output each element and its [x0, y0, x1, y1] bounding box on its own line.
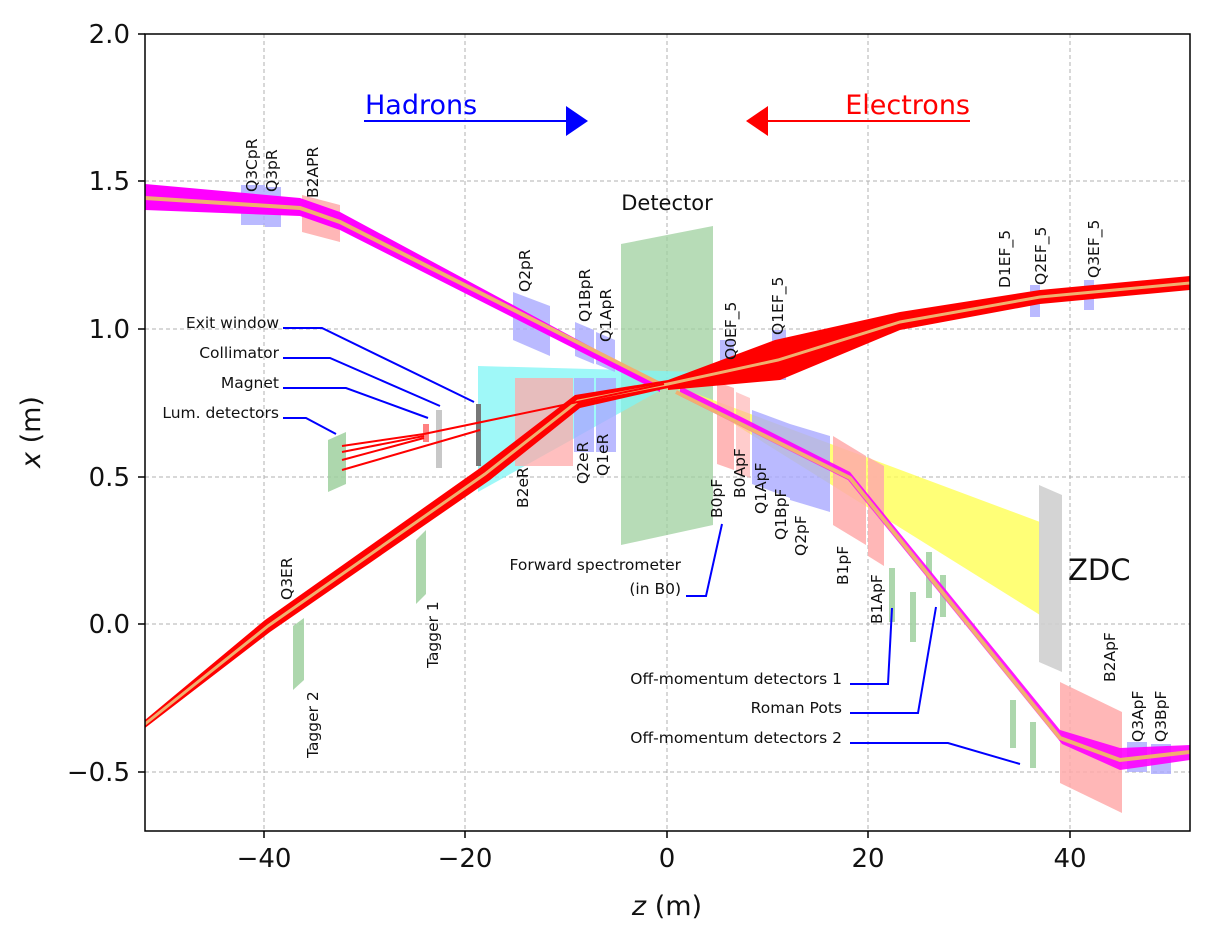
element-labels: Q3CpR Q3pR B2APR Q2pR Q1BpR Q1ApR Q0EF_5… [243, 138, 1170, 759]
element-label-q3ef5: Q3EF_5 [1085, 220, 1104, 278]
x-tick-label: −40 [237, 844, 292, 874]
detector-label: Detector [621, 191, 713, 215]
x-tick-label: 0 [659, 844, 676, 874]
element-label-q2ef5: Q2EF_5 [1032, 227, 1051, 285]
element-label-b2apr: B2APR [304, 147, 322, 198]
element-label-b2er: B2eR [514, 467, 532, 508]
x-axis-label: z (m) [631, 891, 702, 922]
element-label-b0apf: B0ApF [731, 448, 749, 498]
element-label-b2apf: B2ApF [1101, 632, 1119, 682]
y-tick-label: 0.0 [89, 610, 130, 640]
lumi-photon-lines [341, 383, 665, 471]
element-label-tagger2: Tagger 2 [304, 691, 322, 759]
element-label-q3bpf: Q3BpF [1152, 690, 1170, 742]
zdc-block [1039, 485, 1062, 672]
annotation-roman-pots: Roman Pots [751, 699, 842, 717]
y-tick-label: 2.0 [89, 20, 130, 50]
element-label-q1er: Q1eR [594, 433, 612, 476]
annotation-lum-detectors: Lum. detectors [162, 404, 279, 422]
element-label-b0pf: B0pF [708, 479, 726, 518]
annotation-forward-spectrometer-sub: (in B0) [629, 580, 681, 598]
electron-beam-outgoing [668, 276, 1190, 390]
element-label-q1apf: Q1ApF [752, 462, 770, 514]
element-label-q3pr: Q3pR [263, 149, 281, 192]
y-tick-label: 1.0 [89, 315, 130, 345]
element-label-tagger1: Tagger 1 [424, 601, 442, 669]
annotation-collimator: Collimator [199, 344, 279, 362]
electrons-label: Electrons [845, 90, 970, 121]
x-tick-label: 40 [1053, 844, 1086, 874]
y-tick-label: −0.5 [67, 758, 130, 788]
hadron-beam-incoming [145, 184, 660, 392]
element-label-q1apr: Q1ApR [597, 288, 615, 342]
hadron-beam-core [145, 196, 1190, 763]
hadrons-label: Hadrons [365, 90, 477, 121]
annotation-magnet: Magnet [221, 374, 279, 392]
hadrons-arrow: Hadrons [364, 90, 588, 136]
y-axis-label: x (m) [16, 396, 47, 469]
annotation-forward-spectrometer: Forward spectrometer [510, 556, 682, 574]
element-label-q3apf: Q3ApF [1129, 690, 1147, 742]
annotation-off-momentum-2: Off-momentum detectors 2 [630, 729, 842, 747]
y-tick-label: 1.5 [89, 167, 130, 197]
x-tick-labels: −40 −20 0 20 40 [237, 844, 1087, 874]
y-tick-label: 0.5 [89, 463, 130, 493]
element-label-q3er: Q3ER [278, 557, 296, 600]
zdc-label: ZDC [1068, 553, 1130, 587]
annotations: Exit window Collimator Magnet Lum. detec… [162, 314, 842, 747]
element-label-q2pf: Q2pF [792, 515, 810, 556]
electrons-arrow: Electrons [746, 90, 970, 136]
element-label-q1bpr: Q1BpR [576, 268, 594, 322]
electron-beam-core [145, 281, 1190, 726]
element-label-d1ef5: D1EF_5 [996, 230, 1015, 288]
x-tick-label: 20 [851, 844, 884, 874]
element-label-q0ef5: Q0EF_5 [722, 302, 741, 360]
annotation-exit-window: Exit window [186, 314, 279, 332]
x-tick-label: −20 [438, 844, 493, 874]
hadron-beam-outgoing [680, 386, 1190, 770]
annotation-leaders [283, 327, 1021, 765]
element-label-q3cpr: Q3CpR [243, 138, 261, 192]
element-label-b1pf: B1pF [834, 546, 852, 585]
y-tick-labels: 2.0 1.5 1.0 0.5 0.0 −0.5 [67, 20, 130, 788]
tick-marks [138, 33, 1071, 838]
element-label-b1apf: B1ApF [868, 574, 886, 624]
element-label-q2pr: Q2pR [516, 249, 534, 292]
annotation-off-momentum-1: Off-momentum detectors 1 [630, 670, 842, 688]
element-label-q1bpf: Q1BpF [772, 488, 790, 540]
element-label-q2er: Q2eR [574, 441, 592, 484]
element-label-q1ef5: Q1EF_5 [769, 277, 788, 335]
